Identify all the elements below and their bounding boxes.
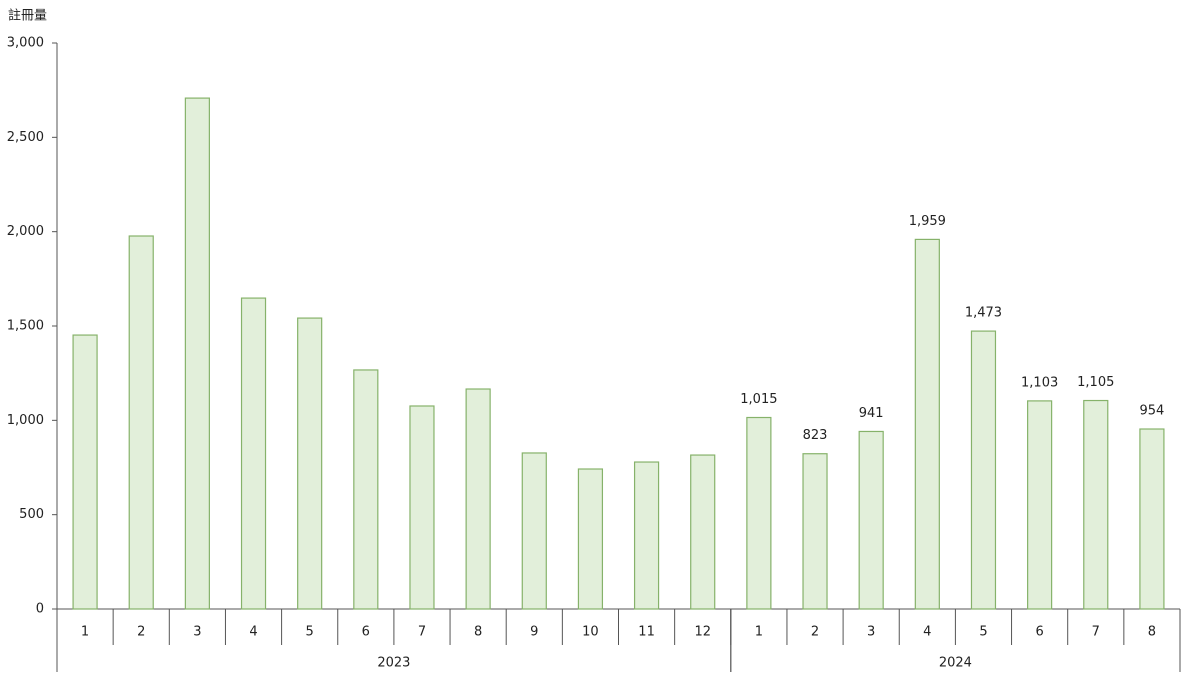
y-tick-label: 2,500 (7, 130, 44, 145)
y-tick-label: 0 (36, 602, 44, 617)
y-tick-label: 1,500 (7, 319, 44, 334)
bar (970, 330, 997, 610)
x-tick-label: 10 (582, 625, 599, 640)
x-tick-label: 8 (474, 625, 482, 640)
bar (858, 430, 884, 610)
x-tick-label: 4 (249, 625, 257, 640)
bar (1139, 428, 1165, 610)
bar (802, 453, 828, 610)
value-label: 941 (859, 406, 884, 421)
x-tick-label: 3 (193, 625, 201, 640)
y-axis-label: 註冊量 (8, 9, 47, 24)
bar (577, 468, 604, 610)
y-tick-label: 2,000 (7, 224, 44, 239)
x-tick-label: 1 (81, 625, 89, 640)
x-tick-label: 6 (362, 625, 370, 640)
x-tick-label: 2 (811, 625, 819, 640)
x-tick-label: 7 (418, 625, 426, 640)
bar (914, 238, 940, 610)
y-tick-label: 1,000 (7, 413, 44, 428)
y-tick-label: 500 (19, 507, 44, 522)
value-label: 1,105 (1077, 375, 1114, 390)
group-label: 2023 (377, 656, 410, 671)
x-tick-label: 2 (137, 625, 145, 640)
x-tick-label: 1 (755, 625, 763, 640)
bar (690, 454, 716, 610)
x-tick-label: 5 (306, 625, 314, 640)
bar (633, 461, 660, 610)
x-tick-label: 11 (638, 625, 655, 640)
bar (1027, 400, 1053, 610)
bar (240, 297, 267, 610)
bar (353, 369, 379, 610)
bar (128, 235, 154, 610)
bar (465, 388, 491, 610)
x-tick-label: 5 (979, 625, 987, 640)
value-label: 823 (803, 428, 828, 443)
bar (746, 416, 772, 610)
x-tick-label: 12 (694, 625, 711, 640)
bar (409, 405, 435, 610)
x-tick-label: 3 (867, 625, 875, 640)
value-label: 1,103 (1021, 375, 1058, 390)
bar (521, 452, 547, 610)
value-label: 1,959 (909, 214, 946, 229)
bar (1083, 399, 1109, 610)
x-tick-label: 6 (1035, 625, 1043, 640)
bar (72, 334, 98, 610)
bar (297, 317, 323, 610)
bar (184, 97, 210, 610)
group-label: 2024 (939, 656, 972, 671)
y-tick-label: 3,000 (7, 36, 44, 51)
x-tick-label: 4 (923, 625, 931, 640)
value-label: 1,015 (740, 392, 777, 407)
x-tick-label: 7 (1092, 625, 1100, 640)
x-tick-label: 8 (1148, 625, 1156, 640)
x-tick-label: 9 (530, 625, 538, 640)
value-label: 954 (1140, 404, 1165, 419)
value-label: 1,473 (965, 306, 1002, 321)
